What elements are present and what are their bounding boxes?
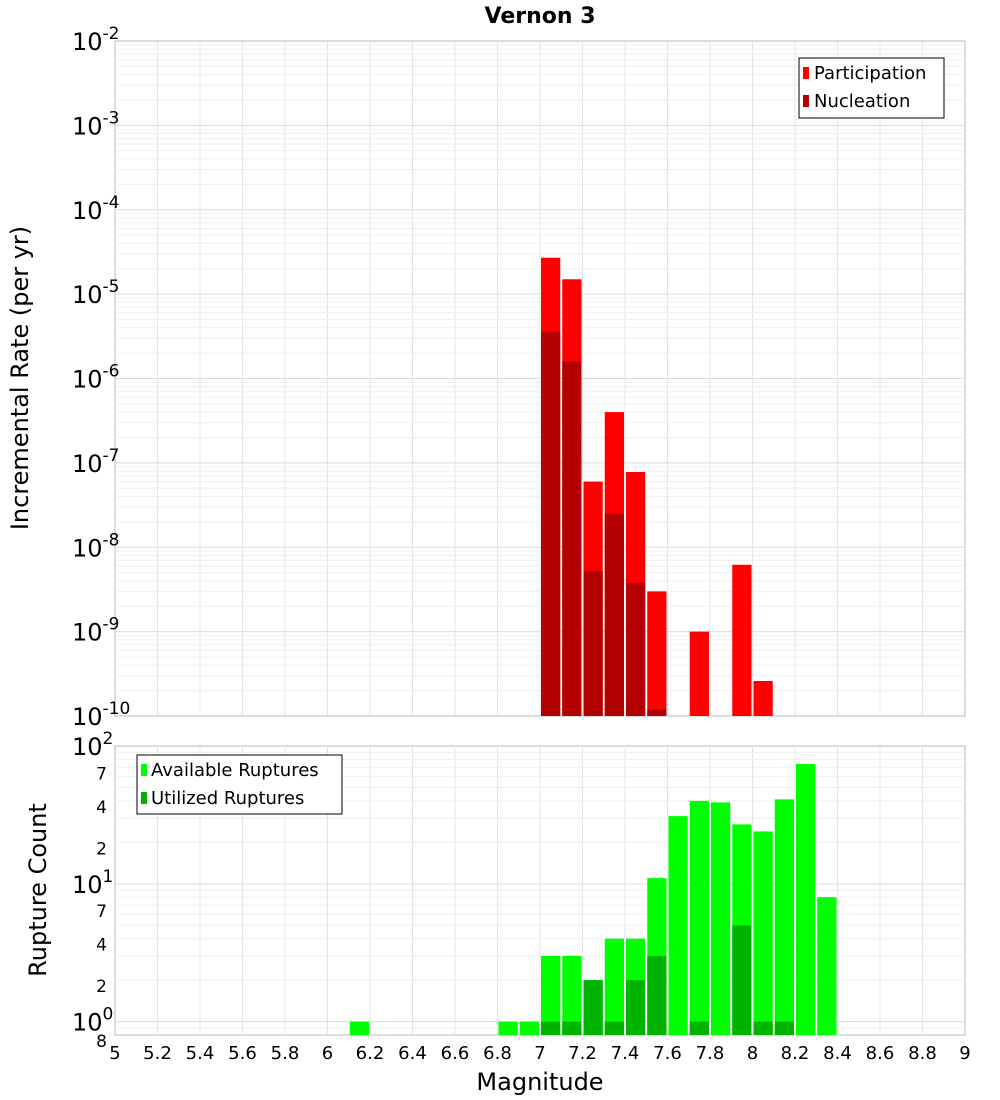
bar-nucleation-m7.25 xyxy=(583,571,603,716)
bar-participation-m8.05 xyxy=(753,680,773,716)
bar-available-ruptures-m7.15 xyxy=(562,955,582,1035)
legend-swatch-participation xyxy=(803,67,809,79)
bar-available-ruptures-m7.65 xyxy=(668,816,688,1035)
top-panel: 10-10 10-9 10-8 10-7 10-6 10-5 10-4 10-3 10-2 Ve… xyxy=(6,4,966,731)
top-y-tick-label: 10-6 xyxy=(72,362,120,394)
top-y-tick-label: 10-9 xyxy=(72,615,120,647)
bar-utilized-ruptures-m7.15 xyxy=(562,1021,582,1035)
bottom-y-tick-label: 100 xyxy=(72,1005,113,1037)
bottom-y-tick-label: 2 xyxy=(96,839,107,859)
x-tick-label: 6 xyxy=(322,1043,333,1064)
x-tick-label: 7.8 xyxy=(696,1043,725,1064)
x-tick-label: 5.4 xyxy=(186,1043,215,1064)
top-y-tick-label: 10-5 xyxy=(72,277,120,309)
x-tick-labels: 5 5.2 5.4 5.6 5.8 6 6.2 6.4 6.6 6.8 7 7.2 7.4 7.6 7.8 8… xyxy=(109,1043,970,1064)
bar-utilized-ruptures-m7.55 xyxy=(647,955,667,1035)
x-tick-label: 9 xyxy=(959,1043,970,1064)
bar-utilized-ruptures-m7.75 xyxy=(689,1021,709,1035)
bar-utilized-ruptures-m8.05 xyxy=(753,1021,773,1035)
top-legend: Participation Nucleation xyxy=(798,57,945,119)
x-tick-label: 6.2 xyxy=(356,1043,385,1064)
x-tick-label: 7.2 xyxy=(568,1043,597,1064)
bar-participation-m7.55 xyxy=(647,591,667,716)
bar-utilized-ruptures-m7.05 xyxy=(541,1021,561,1035)
chart-title: Vernon 3 xyxy=(485,4,596,29)
bar-available-ruptures-m7.05 xyxy=(541,955,561,1035)
legend-label-nucleation: Nucleation xyxy=(814,91,910,112)
bar-participation-m7.95 xyxy=(732,564,752,716)
x-tick-label: 7.4 xyxy=(611,1043,640,1064)
x-tick-label: 5 xyxy=(109,1043,120,1064)
bar-nucleation-m7.05 xyxy=(541,331,561,716)
bar-available-ruptures-m6.85 xyxy=(498,1021,518,1035)
bottom-y-tick-label: 101 xyxy=(72,867,113,899)
x-tick-label: 5.6 xyxy=(228,1043,257,1064)
x-tick-label: 8 xyxy=(747,1043,758,1064)
legend-swatch-utilized-ruptures xyxy=(141,792,147,804)
bar-utilized-ruptures-m8.15 xyxy=(774,1021,794,1035)
bar-available-ruptures-m7.35 xyxy=(604,938,624,1035)
x-tick-label: 8.8 xyxy=(908,1043,937,1064)
bottom-y-axis-label: Rupture Count xyxy=(24,803,52,977)
bottom-y-tick-label: 7 xyxy=(96,902,107,922)
x-tick-label: 6.6 xyxy=(441,1043,470,1064)
x-tick-label: 8.6 xyxy=(866,1043,895,1064)
legend-label-utilized-ruptures: Utilized Ruptures xyxy=(151,788,304,809)
x-tick-label: 7.6 xyxy=(653,1043,682,1064)
top-bars xyxy=(541,257,773,716)
top-y-tick-label: 10-3 xyxy=(72,108,120,140)
bar-available-ruptures-m8.35 xyxy=(817,897,837,1035)
x-tick-label: 8.4 xyxy=(823,1043,852,1064)
bar-utilized-ruptures-m7.25 xyxy=(583,980,603,1035)
x-axis-label: Magnitude xyxy=(476,1068,603,1096)
bar-utilized-ruptures-m7.95 xyxy=(732,925,752,1035)
bottom-bars xyxy=(349,764,837,1035)
bottom-y-tick-label: 4 xyxy=(96,936,107,956)
bar-available-ruptures-m8.15 xyxy=(774,799,794,1035)
bar-nucleation-m7.45 xyxy=(626,582,646,716)
bar-participation-m7.75 xyxy=(689,631,709,716)
bar-available-ruptures-m7.75 xyxy=(689,800,709,1035)
bar-utilized-ruptures-m7.35 xyxy=(604,1021,624,1035)
legend-label-available-ruptures: Available Ruptures xyxy=(151,760,319,781)
top-y-tick-label: 10-7 xyxy=(72,446,120,478)
x-tick-label: 5.2 xyxy=(143,1043,172,1064)
top-y-axis-label: Incremental Rate (per yr) xyxy=(6,226,34,530)
top-y-tick-label: 10-8 xyxy=(72,530,120,562)
x-tick-label: 6.4 xyxy=(398,1043,427,1064)
bottom-y-tick-label: 7 xyxy=(96,764,107,784)
bottom-legend: Available Ruptures Utilized Ruptures xyxy=(136,754,343,815)
bar-available-ruptures-m7.85 xyxy=(711,802,731,1035)
bottom-legend-box xyxy=(136,754,343,815)
bar-nucleation-m7.35 xyxy=(604,513,624,716)
top-y-tick-label: 10-10 xyxy=(72,699,130,731)
bar-available-ruptures-m6.15 xyxy=(349,1021,369,1035)
legend-swatch-available-ruptures xyxy=(141,764,147,776)
bar-nucleation-m7.55 xyxy=(647,709,667,716)
bottom-y-tick-label: 4 xyxy=(96,798,107,818)
bar-available-ruptures-m6.95 xyxy=(519,1021,539,1035)
x-tick-label: 5.8 xyxy=(271,1043,300,1064)
top-y-tick-label: 10-4 xyxy=(72,193,120,225)
bottom-y-tick-label: 2 xyxy=(96,977,107,997)
bar-available-ruptures-m8.25 xyxy=(796,764,816,1035)
top-gridlines xyxy=(115,41,965,716)
bottom-y-tick-label: 8 xyxy=(96,1032,107,1052)
top-y-tick-labels: 10-10 10-9 10-8 10-7 10-6 10-5 10-4 10-3 10-2 xyxy=(72,24,130,731)
x-tick-label: 7 xyxy=(534,1043,545,1064)
legend-label-participation: Participation xyxy=(814,63,926,84)
bar-available-ruptures-m8.05 xyxy=(753,831,773,1035)
legend-swatch-nucleation xyxy=(803,95,809,107)
top-legend-box xyxy=(798,57,945,119)
top-y-tick-label: 10-2 xyxy=(72,24,120,56)
x-tick-label: 6.8 xyxy=(483,1043,512,1064)
bottom-y-tick-label: 102 xyxy=(72,729,113,761)
bar-utilized-ruptures-m7.45 xyxy=(626,980,646,1035)
x-tick-label: 8.2 xyxy=(781,1043,810,1064)
bar-nucleation-m7.15 xyxy=(562,361,582,716)
